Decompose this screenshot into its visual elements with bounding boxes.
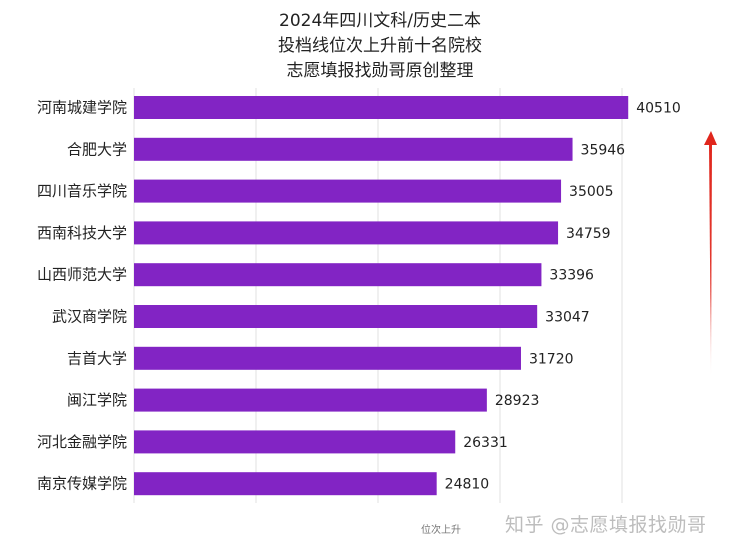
trend-arrow-icon <box>704 131 717 378</box>
value-label: 34759 <box>566 226 611 242</box>
bar <box>134 179 562 203</box>
chart-title-line-2: 投档线位次上升前十名院校 <box>278 36 482 56</box>
value-label: 26331 <box>463 435 508 451</box>
value-label: 33396 <box>549 268 594 284</box>
chart-title-line-1: 2024年四川文科/历史二本 <box>279 11 481 31</box>
x-axis-title: 位次上升 <box>421 525 461 536</box>
category-label: 合肥大学 <box>67 140 127 158</box>
bar <box>134 430 456 454</box>
bar <box>134 221 559 245</box>
chart-title-line-3: 志愿填报找勋哥原创整理 <box>286 61 474 81</box>
value-label: 35005 <box>569 184 614 200</box>
bar <box>134 137 573 161</box>
category-label: 四川音乐学院 <box>37 182 127 200</box>
category-labels: 河南城建学院合肥大学四川音乐学院西南科技大学山西师范大学武汉商学院吉首大学闽江学… <box>37 99 127 493</box>
category-label: 河南城建学院 <box>37 99 127 117</box>
bar <box>134 346 521 370</box>
value-label: 40510 <box>636 101 681 117</box>
value-label: 33047 <box>545 310 590 326</box>
value-label: 24810 <box>445 477 490 493</box>
category-label: 闽江学院 <box>67 391 127 409</box>
bar <box>134 472 437 496</box>
value-label: 35946 <box>581 142 626 158</box>
value-label: 28923 <box>495 393 540 409</box>
category-label: 西南科技大学 <box>37 224 127 242</box>
category-label: 河北金融学院 <box>37 433 127 451</box>
value-label: 31720 <box>529 351 574 367</box>
category-label: 吉首大学 <box>67 349 127 367</box>
value-labels: 40510 35946 35005 34759 33396 33047 31720 28923… <box>445 101 681 493</box>
category-label: 武汉商学院 <box>52 308 127 326</box>
watermark: 知乎 @志愿填报找勋哥 <box>505 514 707 536</box>
bar <box>134 263 542 287</box>
category-label: 南京传媒学院 <box>37 475 127 493</box>
category-label: 山西师范大学 <box>37 266 127 284</box>
bars <box>134 96 629 496</box>
bar <box>134 305 538 328</box>
bar <box>134 388 487 412</box>
bar <box>134 96 629 119</box>
